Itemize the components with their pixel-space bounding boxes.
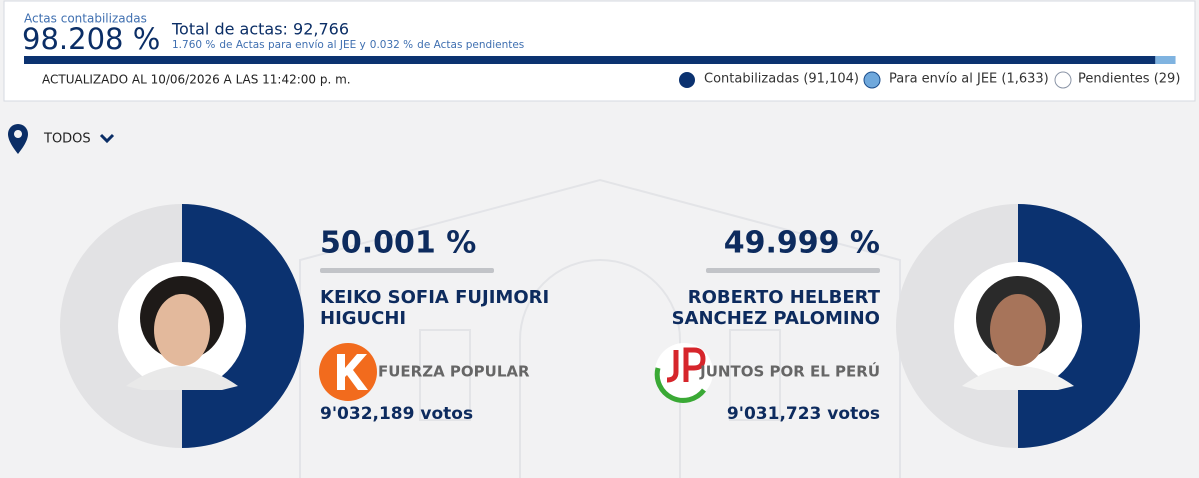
logo-ring	[654, 367, 706, 403]
candidate-name: ROBERTO HELBERT	[688, 287, 881, 308]
legend-dot	[679, 72, 695, 88]
pend-percent: 0.032 %	[370, 39, 413, 51]
candidate-photo	[126, 276, 238, 390]
photo-face	[154, 294, 210, 366]
total-actas: Total de actas: 92,766	[171, 20, 349, 39]
photo-shoulders	[962, 366, 1074, 390]
actas-detail: 1.760 % de Actas para envío al JEE y 0.032…	[172, 39, 524, 51]
candidate-votes: 9'031,723 votos	[727, 404, 880, 424]
logo-jp	[666, 347, 706, 383]
filter-chevron[interactable]	[99, 133, 115, 144]
candidate-name: HIGUCHI	[320, 308, 406, 329]
actas-percent: 98.208 %	[22, 22, 160, 56]
party-name: JUNTOS POR EL PERÚ	[699, 362, 880, 381]
actas-label: Actas contabilizadas	[24, 12, 147, 26]
candidate-percent: 50.001 %	[320, 226, 476, 261]
pend-text: de Actas pendientes	[417, 39, 524, 51]
legend-item: Contabilizadas (91,104)	[704, 72, 859, 87]
photo-face	[990, 294, 1046, 366]
candidate-photo	[962, 276, 1074, 390]
percent-underline	[706, 268, 880, 273]
candidate-name: KEIKO SOFIA FUJIMORI	[320, 287, 549, 308]
location-icon	[8, 124, 28, 154]
candidate-percent: 49.999 %	[724, 226, 880, 261]
candidate-name: SANCHEZ PALOMINO	[672, 308, 880, 329]
legend-item: Para envío al JEE (1,633)	[889, 72, 1049, 87]
candidate-votes: 9'032,189 votos	[320, 404, 473, 424]
party-logo	[319, 343, 377, 401]
logo-k	[337, 354, 368, 390]
legend-dot	[863, 71, 881, 89]
jee-percent: 1.760 %	[172, 39, 215, 51]
jee-text: de Actas para envío al JEE y	[219, 39, 365, 51]
legend-item: Pendientes (29)	[1078, 72, 1180, 87]
updated-at: ACTUALIZADO AL 10/06/2026 A LAS 11:42:00…	[42, 73, 351, 87]
filter-label[interactable]: TODOS	[43, 132, 91, 147]
progress-segment	[24, 56, 1156, 64]
legend-dot	[1054, 71, 1072, 89]
party-logo	[654, 343, 713, 403]
photo-shoulders	[126, 366, 238, 390]
summary-panel	[3, 0, 1196, 102]
party-name: FUERZA POPULAR	[378, 363, 530, 381]
progress-segment	[1155, 56, 1176, 64]
percent-underline	[320, 268, 494, 273]
